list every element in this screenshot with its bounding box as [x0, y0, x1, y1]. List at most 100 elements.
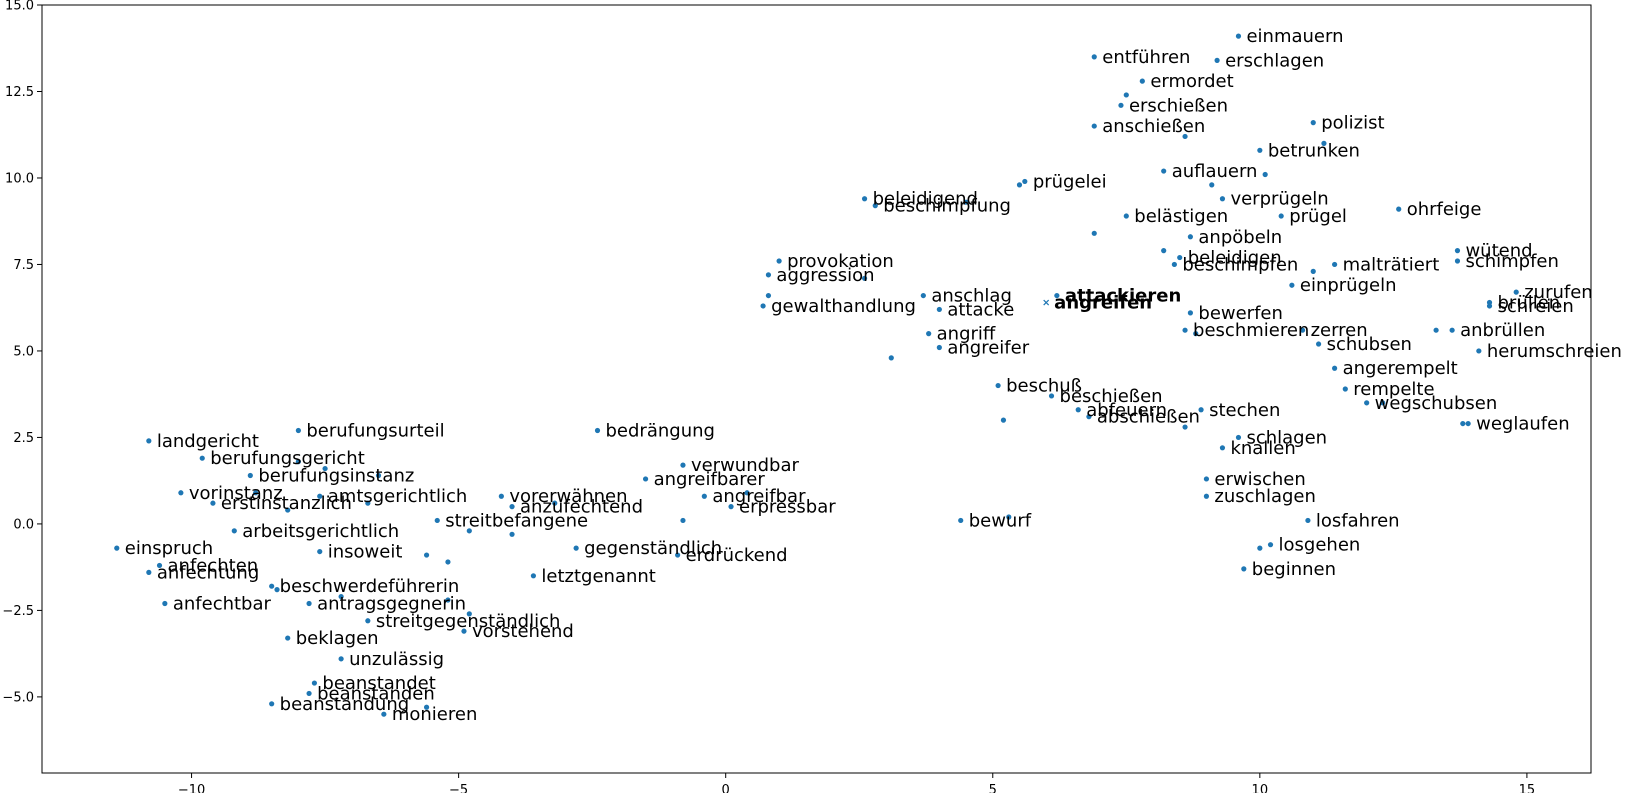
data-label: losgehen — [1279, 535, 1361, 556]
data-label: amtsgerichtlich — [328, 486, 468, 507]
data-point — [1235, 33, 1242, 39]
data-label: belästigen — [1134, 206, 1228, 227]
data-label: malträtiert — [1343, 254, 1440, 275]
data-point — [461, 628, 467, 634]
data-label: angreifen — [1054, 293, 1152, 314]
data-label: berufungsinstanz — [258, 465, 414, 486]
data-label: berufungsurteil — [306, 421, 444, 442]
data-point — [338, 656, 344, 662]
data-point — [680, 517, 686, 524]
data-label: verwundbar — [691, 455, 800, 476]
data-label: beleidigen — [1188, 248, 1282, 269]
data-point — [1187, 310, 1193, 316]
data-label: stechen — [1209, 400, 1280, 421]
data-point — [642, 476, 649, 482]
data-point — [680, 462, 686, 468]
data-point — [1123, 213, 1129, 219]
x-tick-label: 15 — [1519, 783, 1536, 793]
data-point — [1091, 54, 1097, 60]
data-label: anpöbeln — [1198, 227, 1282, 248]
data-point — [888, 355, 894, 361]
data-point — [1321, 140, 1327, 146]
data-point — [162, 600, 168, 607]
data-label: einprügeln — [1300, 275, 1397, 296]
data-point — [1310, 268, 1316, 274]
data-label: anbrüllen — [1460, 320, 1545, 341]
data-point — [1241, 566, 1247, 572]
data-label: berufungsgericht — [210, 448, 365, 469]
data-point — [1214, 57, 1220, 63]
data-label: unzulässig — [349, 649, 444, 670]
data-label: antragsgegnerin — [317, 593, 466, 614]
data-label: letztgenannt — [541, 566, 655, 587]
data-point — [317, 493, 323, 499]
data-label: zuschlagen — [1214, 486, 1315, 507]
data-point — [285, 635, 291, 641]
data-point — [317, 548, 323, 555]
data-point — [936, 344, 942, 351]
data-label: prügel — [1289, 206, 1347, 227]
data-point — [375, 472, 382, 479]
data-point — [1267, 542, 1274, 548]
data-point — [365, 618, 371, 624]
data-label: erstinstanzlich — [221, 493, 352, 514]
data-label: ohrfeige — [1407, 199, 1482, 220]
data-label: streitbefangene — [445, 510, 588, 531]
data-label: zurufen — [1524, 282, 1592, 303]
data-label: erwischen — [1214, 469, 1305, 490]
data-label: knallen — [1230, 438, 1295, 459]
data-point — [1139, 78, 1145, 84]
data-label: arbeitsgerichtlich — [242, 521, 399, 542]
data-point — [423, 704, 430, 710]
data-point — [776, 258, 782, 264]
data-point — [861, 275, 868, 281]
data-point — [269, 701, 275, 707]
data-point — [381, 711, 387, 717]
data-point — [530, 573, 537, 579]
data-point — [146, 438, 152, 444]
data-point — [509, 531, 515, 537]
data-label: aggression — [776, 265, 874, 286]
data-point — [861, 196, 868, 202]
data-point — [1182, 424, 1188, 430]
data-point — [1022, 178, 1028, 185]
data-label: beschießen — [1060, 386, 1163, 407]
data-label: angreifbarer — [654, 469, 766, 490]
y-tick-label: 12.5 — [5, 85, 34, 100]
data-label: anfechtung — [157, 562, 259, 583]
data-label: beklagen — [296, 628, 379, 649]
data-point — [1171, 261, 1177, 268]
data-label: schubsen — [1327, 334, 1412, 355]
x-tick-label: 10 — [1252, 783, 1269, 793]
data-label: auflauern — [1172, 161, 1258, 182]
data-label: brüllen — [1498, 293, 1561, 314]
data-point — [1513, 289, 1519, 295]
data-label: anzufechtend — [520, 497, 643, 518]
data-point — [760, 303, 766, 309]
data-point — [285, 507, 291, 513]
data-label: bewerfen — [1198, 303, 1283, 324]
data-point — [445, 597, 451, 603]
data-point — [1203, 476, 1210, 482]
data-point — [509, 504, 515, 510]
data-label: angerempelt — [1343, 358, 1458, 379]
data-points — [114, 33, 1519, 717]
data-point — [1449, 327, 1455, 333]
y-tick-label: 7.5 — [13, 258, 34, 273]
data-point — [231, 528, 237, 534]
data-label: anfechten — [168, 555, 259, 576]
data-label: insoweit — [328, 542, 403, 563]
data-label: anschlag — [931, 286, 1012, 307]
data-label: beschimpfen — [1182, 254, 1298, 275]
data-point — [1219, 196, 1226, 202]
data-point — [365, 500, 371, 506]
data-point — [1257, 147, 1263, 153]
data-point — [1123, 92, 1129, 98]
data-label: provokation — [787, 251, 894, 272]
data-point — [1048, 393, 1055, 399]
data-point — [1262, 171, 1268, 178]
data-label: rempelte — [1353, 379, 1434, 400]
data-label: losfahren — [1316, 510, 1400, 531]
data-point — [926, 331, 932, 337]
